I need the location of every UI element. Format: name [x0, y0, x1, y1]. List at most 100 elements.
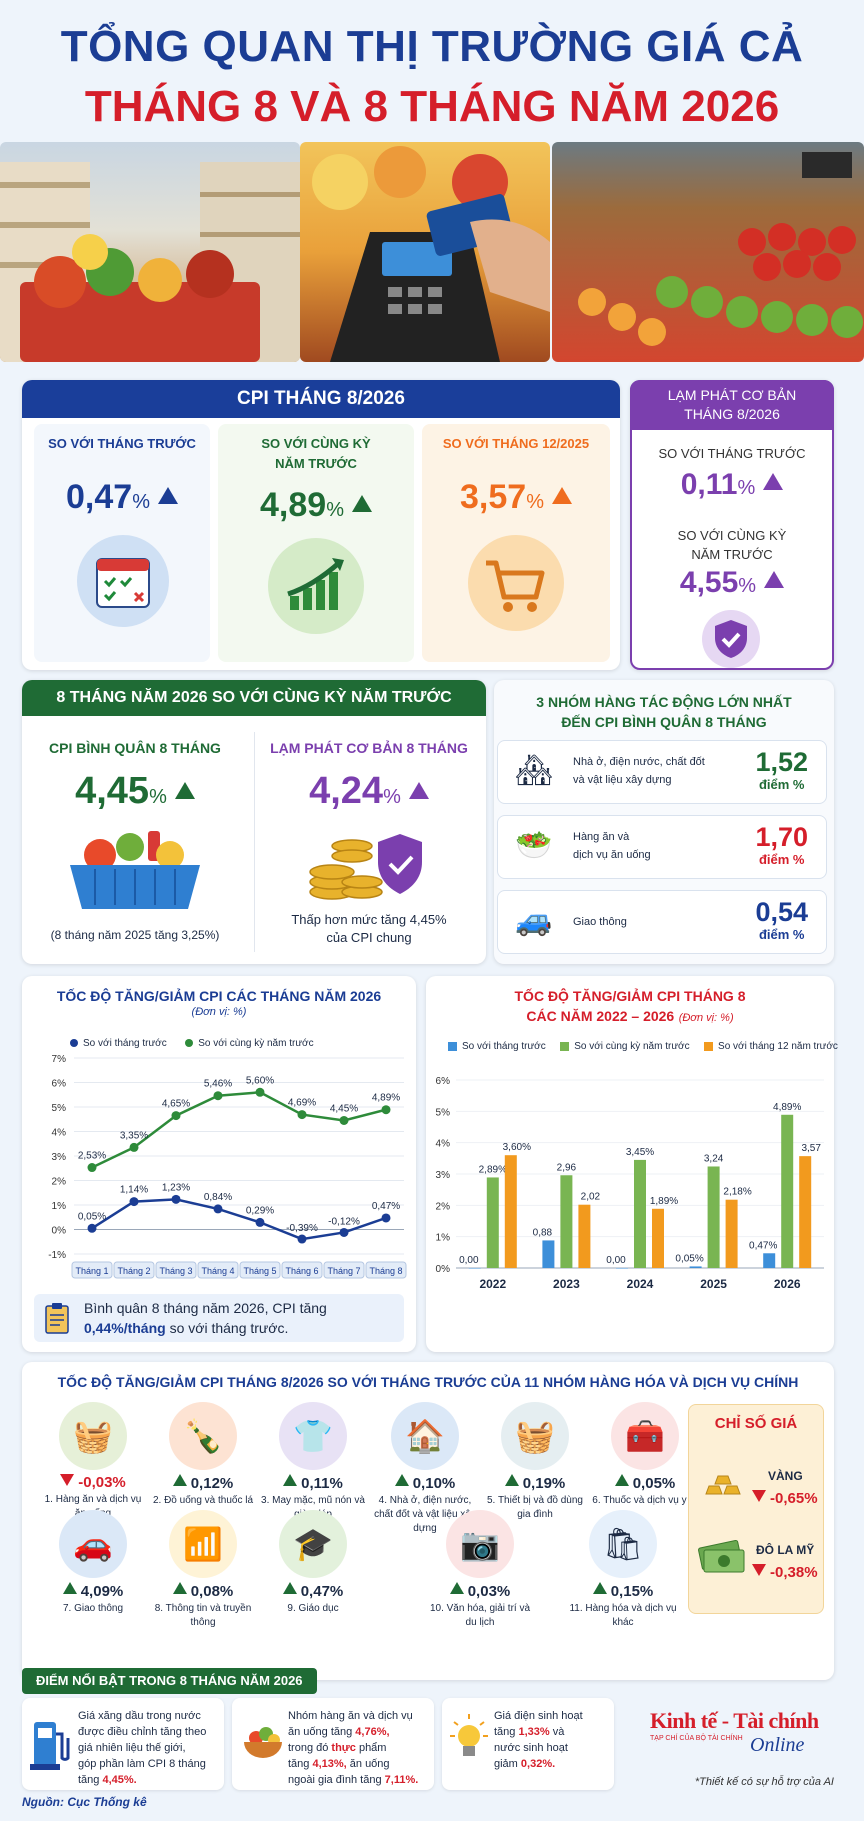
h1-line-1: Giá xăng dầu trong nước [78, 1710, 201, 1722]
bar [763, 1253, 776, 1268]
h2-line-3: trong đó [288, 1742, 332, 1754]
data-label: -0,39% [286, 1223, 318, 1234]
impact-title-1: 3 NHÓM HÀNG TÁC ĐỘNG LỚN NHẤT [536, 694, 792, 710]
group-label: 5. Thiết bị và đồ dùng gia đình [487, 1495, 583, 1520]
bar [560, 1175, 573, 1268]
core-title-2: THÁNG 8/2026 [684, 406, 780, 422]
series-line [91, 1198, 387, 1241]
data-label: 2,53% [78, 1151, 106, 1162]
cpi-yoy-label-1: SO VỚI CÙNG KỲ [261, 436, 371, 451]
line-chart-note: Bình quân 8 tháng năm 2026, CPI tăng 0,4… [34, 1294, 404, 1342]
h2-line-3-row: trong đó thực phẩm [288, 1740, 432, 1756]
up-arrow-icon [283, 1474, 298, 1486]
cpi-mom-value: 0,47 [66, 478, 133, 516]
group-value: 0,03% [467, 1583, 511, 1600]
impact-unit-2: điểm % [758, 852, 805, 867]
group-value: -0,03% [78, 1474, 126, 1491]
cpi-avg-value-row: 4,45% [30, 770, 240, 813]
cpi-mom-unit: % [132, 491, 150, 513]
impact-name-3a: Giao thông [573, 916, 627, 928]
bar [634, 1159, 646, 1268]
impact-item-transport: 🚙 Giao thông 0,54 điểm % [497, 890, 827, 954]
page-title: TỔNG QUAN THỊ TRƯỜNG GIÁ CẢ [60, 22, 804, 71]
data-label: 0,05% [78, 1211, 106, 1222]
legend-bar-mom-marker [448, 1042, 457, 1051]
line-chart-card [22, 976, 416, 1352]
x-tick-box [113, 1261, 155, 1279]
bar [652, 1208, 664, 1268]
h1-line-2: được điều chỉnh tăng theo [78, 1726, 207, 1738]
core-yoy-unit: % [738, 575, 757, 597]
bar-label: 0,05% [675, 1253, 703, 1264]
price-index-panel [688, 1404, 824, 1614]
gold-value: -0,65% [770, 1490, 818, 1507]
h2-value-2: thực [331, 1742, 356, 1754]
bar [468, 1268, 481, 1269]
group-label: 7. Giao thông [62, 1603, 124, 1614]
group-value: 0,05% [632, 1475, 676, 1492]
brand-logo: Kinh tế - Tài chính TẠP CHÍ CỦA BỘ TÀI C… [650, 1708, 840, 1768]
h3-value-2: 0,32%. [520, 1758, 556, 1770]
y-tick-label: 5% [52, 1103, 67, 1114]
photo-card-payment [300, 142, 550, 362]
calendar-icon [77, 535, 169, 627]
group-label: 8. Thông tin và truyền thông [154, 1603, 252, 1628]
group-value-row: 0,47% [258, 1582, 368, 1599]
line-note-1: Bình quân 8 tháng năm 2026, CPI tăng [84, 1300, 327, 1316]
data-label: 5,46% [204, 1079, 232, 1090]
clipboard-icon [44, 1302, 70, 1334]
vegetables-illustration [578, 152, 863, 346]
y-tick-label: 1% [436, 1233, 451, 1244]
h1-line-5: tăng [78, 1774, 103, 1786]
group-label: 9. Giáo dục [287, 1603, 339, 1614]
bar [542, 1240, 555, 1268]
group-value: 0,11% [301, 1475, 343, 1492]
bar-label: 0,88 [533, 1227, 553, 1238]
y-tick-label: 6% [436, 1076, 451, 1087]
impact-name-2b: dịch vụ ăn uống [573, 849, 651, 861]
group-label: 6. Thuốc và dịch vụ y tế [592, 1495, 698, 1506]
cpi-avg-value: 4,45 [75, 770, 150, 812]
bar-label: 3,60% [503, 1142, 531, 1153]
impact-value-3: 0,54 [755, 897, 808, 927]
up-arrow-icon [764, 571, 785, 588]
food-bowl-icon: 🥗 [515, 829, 553, 862]
h2-line-4-row: tăng 4,13%, ăn uống [288, 1756, 432, 1772]
x-tick-box [155, 1261, 197, 1279]
group-value: 0,12% [190, 1475, 234, 1492]
up-arrow-icon [408, 782, 429, 799]
core-yoy-label-2: NĂM TRƯỚC [691, 547, 773, 562]
h3-line-4: giảm [494, 1758, 521, 1770]
bar [689, 1266, 702, 1268]
group-value: 0,10% [412, 1475, 456, 1492]
cpi-avg-unit: % [149, 786, 167, 808]
core-mom-label: SO VỚI THÁNG TRƯỚC [658, 446, 806, 461]
x-tick-box [365, 1261, 407, 1279]
bar-label: 4,89% [773, 1102, 801, 1113]
x-tick-label: Tháng 2 [117, 1266, 150, 1276]
bar-label: 0,00 [459, 1255, 479, 1266]
core-title-1: LẠM PHÁT CƠ BẢN [667, 387, 797, 403]
h2-line-2: ăn uống tăng [288, 1726, 356, 1738]
core-avg-note-2: của CPI chung [326, 930, 412, 945]
bar [781, 1114, 794, 1268]
group-icon: 👕 [279, 1402, 347, 1470]
line-chart-unit: (Đơn vị: %) [191, 1006, 247, 1018]
page-subtitle: THÁNG 8 VÀ 8 THÁNG NĂM 2026 [84, 82, 780, 131]
group-value-row: 0,12% [148, 1474, 258, 1491]
x-tick-box [71, 1261, 113, 1279]
data-label: -0,12% [328, 1216, 360, 1227]
up-arrow-icon [504, 1474, 519, 1486]
bar-chart-legend: So với tháng trước So với cùng kỳ năm tr… [448, 1038, 838, 1056]
bar [707, 1166, 720, 1268]
group-icon: 📶 [169, 1510, 237, 1578]
growth-chart-icon [268, 538, 364, 634]
group-icon: 🧰 [611, 1402, 679, 1470]
x-tick-label: 2026 [774, 1277, 801, 1291]
cpi-yoy-unit: % [326, 499, 344, 521]
legend-mom-marker [70, 1039, 78, 1047]
bar-label: 2,96 [557, 1162, 577, 1173]
group-value-row: -0,03% [38, 1474, 148, 1490]
group-value-row: 0,15% [568, 1582, 678, 1599]
group-item: 🍾 0,12% 2. Đồ uống và thuốc lá [148, 1402, 258, 1508]
